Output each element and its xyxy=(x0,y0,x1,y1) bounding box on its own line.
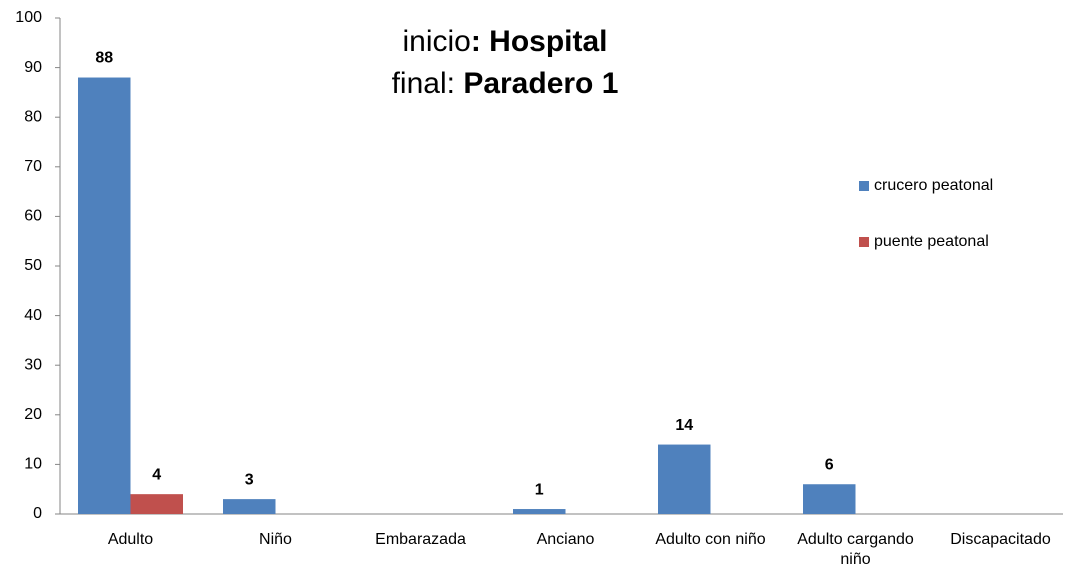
y-tick-label: 10 xyxy=(24,456,42,473)
bar xyxy=(803,484,856,514)
y-tick-label: 0 xyxy=(33,505,42,522)
bar xyxy=(658,444,711,514)
y-tick-label: 20 xyxy=(24,406,42,423)
bar xyxy=(78,77,131,515)
y-tick-label: 40 xyxy=(24,307,42,324)
y-tick-label: 70 xyxy=(24,158,42,175)
x-tick-label: Adulto con niño xyxy=(655,531,766,548)
data-label: 6 xyxy=(825,456,834,473)
y-tick-label: 90 xyxy=(24,59,42,76)
bar xyxy=(130,494,183,514)
title-part: Paradero 1 xyxy=(463,67,618,100)
chart-title: inicio: Hospital xyxy=(402,25,607,58)
data-label: 14 xyxy=(675,417,693,434)
data-label: 3 xyxy=(245,471,254,488)
y-tick-label: 60 xyxy=(24,208,42,225)
y-tick-label: 30 xyxy=(24,356,42,373)
x-tick-label: Anciano xyxy=(536,531,595,548)
data-label: 88 xyxy=(95,50,113,67)
x-tick-label: Discapacitado xyxy=(950,531,1051,548)
x-tick-label: Embarazada xyxy=(375,531,466,548)
title-part: final: xyxy=(392,67,464,100)
y-tick-label: 80 xyxy=(24,108,42,125)
legend-label: crucero peatonal xyxy=(874,177,993,194)
y-tick-label: 50 xyxy=(24,257,42,274)
x-tick-label: Adulto xyxy=(107,531,154,548)
data-label: 4 xyxy=(152,466,161,483)
bar xyxy=(513,509,566,514)
title-part: : Hospital xyxy=(471,25,608,58)
legend-swatch xyxy=(859,181,869,191)
x-tick-label: Niño xyxy=(259,531,292,548)
data-label: 1 xyxy=(535,481,544,498)
legend-swatch xyxy=(859,237,869,247)
legend-label: puente peatonal xyxy=(874,233,989,250)
title-part: inicio xyxy=(402,25,470,58)
x-tick-label: Adulto cargando niño xyxy=(797,531,914,568)
bar xyxy=(223,499,276,514)
chart-title: final: Paradero 1 xyxy=(392,67,619,100)
y-tick-label: 100 xyxy=(15,9,42,26)
